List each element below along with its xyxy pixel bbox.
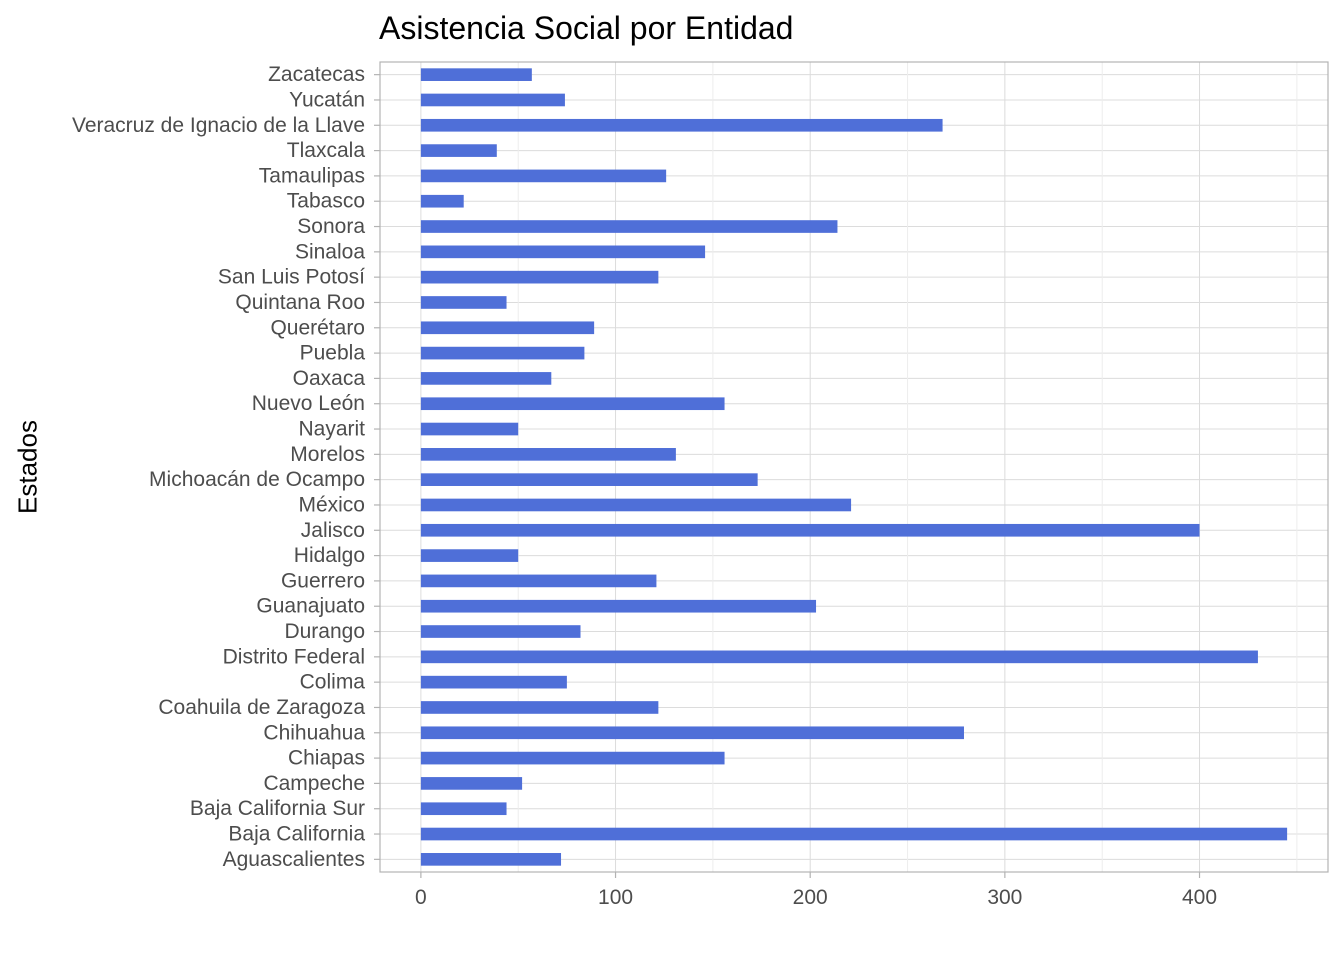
bar-24: [420, 245, 706, 259]
bar-16: [420, 448, 676, 461]
y-tick-label: Morelos: [290, 443, 365, 466]
y-tick-label: San Luis Potosí: [218, 266, 365, 289]
y-tick-label: Yucatán: [289, 88, 365, 111]
y-tick-label: Tabasco: [287, 190, 365, 213]
y-tick-label: Durango: [284, 620, 365, 643]
bar-31: [420, 68, 532, 81]
panel-border: [379, 61, 1329, 873]
bar-29: [420, 118, 943, 132]
y-tick-label: Aguascalientes: [223, 848, 365, 871]
bar-22: [420, 296, 507, 309]
bar-4: [420, 751, 725, 765]
grid: [380, 62, 1328, 872]
y-tick-label: Veracruz de Ignacio de la Llave: [72, 114, 365, 137]
y-tick-label: Puebla: [300, 342, 366, 365]
bar-28: [420, 144, 497, 157]
y-tick-label: Quintana Roo: [235, 291, 365, 314]
y-tick-label: Colima: [300, 671, 366, 694]
chart-title: Asistencia Social por Entidad: [379, 10, 794, 46]
bar-19: [420, 372, 552, 385]
y-tick-label: Nayarit: [298, 418, 365, 441]
y-tick-label: Campeche: [263, 772, 365, 795]
bar-5: [420, 726, 964, 740]
y-tick-label: Jalisco: [301, 519, 365, 542]
bar-10: [420, 599, 817, 613]
bar-15: [420, 473, 758, 486]
y-tick-label: México: [298, 493, 365, 516]
bar-26: [420, 194, 464, 208]
y-tick-label: Baja California Sur: [190, 797, 365, 820]
y-tick-label: Sonora: [297, 215, 365, 238]
bar-30: [420, 93, 565, 107]
y-tick-label: Oaxaca: [293, 367, 366, 390]
bar-17: [420, 422, 519, 436]
bar-23: [420, 270, 659, 284]
bar-3: [420, 777, 523, 790]
bar-14: [420, 498, 852, 512]
bar-9: [420, 625, 581, 638]
bar-18: [420, 397, 725, 411]
axes: [374, 61, 1329, 878]
x-tick-label: 200: [793, 886, 828, 909]
y-tick-label: Guanajuato: [256, 595, 365, 618]
y-tick-label: Tamaulipas: [259, 164, 365, 187]
bar-20: [420, 346, 585, 360]
y-tick-label: Tlaxcala: [287, 139, 366, 162]
bar-21: [420, 321, 595, 335]
y-tick-label: Distrito Federal: [223, 645, 365, 668]
bar-27: [420, 169, 667, 183]
y-tick-label: Coahuila de Zaragoza: [158, 696, 365, 719]
y-tick-label: Chihuahua: [263, 721, 365, 744]
y-tick-label: Guerrero: [281, 569, 365, 592]
y-tick-label: Hidalgo: [294, 544, 365, 567]
bar-13: [420, 523, 1200, 537]
bar-6: [420, 701, 659, 714]
bar-2: [420, 802, 507, 816]
bar-0: [420, 853, 562, 866]
x-tick-label: 300: [987, 886, 1022, 909]
x-tick-label: 0: [415, 886, 427, 909]
y-tick-label: Chiapas: [288, 747, 365, 770]
bars: [420, 68, 1288, 866]
x-tick-label: 100: [598, 886, 633, 909]
bar-1: [420, 827, 1288, 841]
y-tick-label: Zacatecas: [268, 63, 365, 86]
x-tick-label: 400: [1182, 886, 1217, 909]
bar-7: [420, 675, 567, 689]
y-tick-label: Querétaro: [270, 316, 365, 339]
bar-11: [420, 574, 657, 588]
y-tick-label: Baja California: [228, 823, 365, 846]
y-tick-label: Michoacán de Ocampo: [149, 468, 365, 491]
bar-8: [420, 650, 1258, 664]
y-tick-label: Nuevo León: [252, 392, 365, 415]
y-tick-label: Sinaloa: [295, 240, 365, 263]
bar-12: [420, 549, 519, 562]
bar-25: [420, 220, 838, 233]
